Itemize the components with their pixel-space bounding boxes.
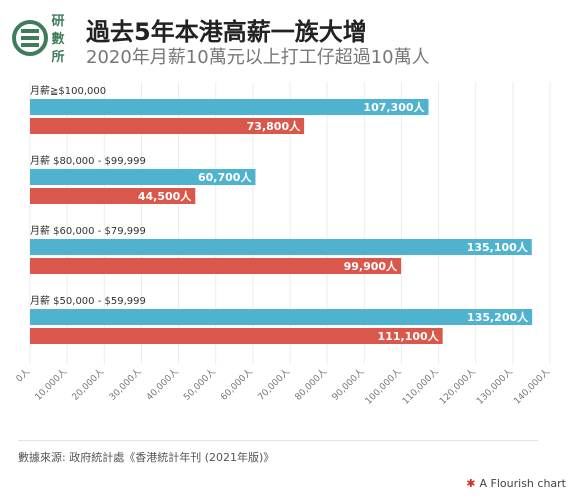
x-tick-label: 30,000人	[107, 366, 143, 402]
x-tick-label: 40,000人	[144, 366, 180, 402]
category-label: 月薪≧$100,000	[30, 85, 106, 97]
x-tick-label: 70,000人	[256, 366, 292, 402]
data-label: 73,800人	[247, 119, 301, 133]
data-label: 111,100人	[378, 329, 440, 343]
logo-char: 所	[51, 49, 64, 65]
data-label: 135,200人	[467, 310, 529, 324]
bar	[30, 258, 402, 274]
category-label: 月薪 $80,000 - $99,999	[30, 155, 146, 167]
chart-header: 研 數 所 過去5年本港高薪一族大增 2020年月薪10萬元以上打工仔超過10萬…	[12, 8, 568, 68]
bar	[30, 99, 429, 115]
credit-label: A Flourish chart	[479, 477, 566, 490]
x-tick-label: 0人	[14, 366, 32, 384]
x-tick-label: 60,000人	[219, 366, 255, 402]
x-tick-label: 100,000人	[363, 366, 403, 406]
x-tick-label: 140,000人	[512, 366, 552, 406]
data-label: 135,100人	[467, 240, 529, 254]
chart-subtitle: 2020年月薪10萬元以上打工仔超過10萬人	[86, 47, 430, 68]
bar	[30, 239, 532, 255]
x-tick-label: 130,000人	[475, 366, 515, 406]
data-label: 107,300人	[363, 100, 425, 114]
x-tick-label: 10,000人	[33, 366, 69, 402]
logo-char: 數	[51, 31, 64, 47]
category-label: 月薪 $50,000 - $59,999	[30, 295, 146, 307]
flourish-credit[interactable]: ✱ A Flourish chart	[466, 477, 566, 490]
x-tick-label: 110,000人	[400, 366, 440, 406]
bar	[30, 309, 533, 325]
chart-title: 過去5年本港高薪一族大增	[86, 18, 367, 46]
x-tick-label: 80,000人	[293, 366, 329, 402]
data-label: 60,700人	[198, 170, 252, 184]
source-note: 數據來源: 政府統計處《香港統計年刊 (2021年版)》	[18, 451, 275, 464]
flourish-logo-icon: ✱	[466, 477, 476, 490]
x-tick-label: 120,000人	[437, 366, 477, 406]
data-label: 99,900人	[344, 259, 398, 273]
bar	[30, 188, 196, 204]
x-tick-label: 90,000人	[330, 366, 366, 402]
data-label: 44,500人	[138, 189, 192, 203]
category-label: 月薪 $60,000 - $79,999	[30, 225, 146, 237]
bar	[30, 118, 305, 134]
logo-icon: 研 數 所	[12, 14, 65, 65]
x-tick-label: 50,000人	[181, 366, 217, 402]
bar	[30, 328, 443, 344]
bar	[30, 169, 256, 185]
x-tick-label: 20,000人	[70, 366, 106, 402]
footer-divider	[18, 440, 538, 441]
logo-char: 研	[51, 14, 64, 29]
